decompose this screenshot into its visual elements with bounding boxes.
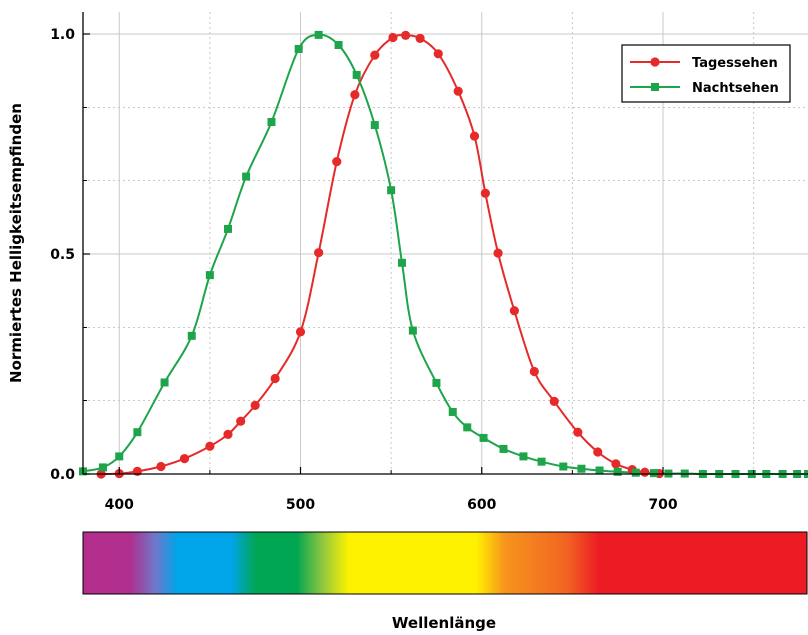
data-point — [352, 70, 361, 79]
y-axis-label: Normiertes Helligkeitsempfinden — [7, 103, 25, 383]
data-point — [529, 366, 539, 377]
data-point — [401, 30, 411, 40]
data-point — [453, 86, 463, 96]
legend: Tagessehen Nachtsehen — [621, 44, 791, 103]
data-point — [519, 452, 528, 461]
data-point — [314, 248, 324, 258]
data-point — [559, 462, 568, 471]
data-point — [448, 407, 457, 416]
data-point — [415, 33, 425, 44]
data-point — [398, 258, 406, 267]
data-point — [179, 454, 190, 464]
y-tick-label: 1.0 — [50, 27, 75, 43]
data-point — [332, 157, 342, 167]
data-point — [223, 429, 233, 439]
data-point — [611, 459, 621, 469]
data-point — [577, 464, 586, 473]
data-point — [267, 118, 276, 126]
data-point — [314, 30, 323, 39]
legend-box — [621, 44, 791, 103]
x-tick-label: 400 — [105, 497, 134, 513]
data-point — [649, 469, 658, 478]
x-axis-label: Wellenlänge — [392, 614, 496, 632]
data-point — [479, 433, 488, 442]
data-point — [509, 306, 519, 316]
data-point — [236, 416, 246, 426]
data-point — [631, 468, 640, 477]
data-point — [370, 50, 380, 60]
data-point — [463, 423, 472, 432]
spectrum-color-bar — [82, 531, 808, 595]
data-point — [334, 41, 343, 49]
data-point — [205, 441, 215, 451]
data-point — [573, 427, 583, 437]
axes — [82, 12, 808, 475]
data-point — [160, 378, 169, 387]
legend-marker-square — [651, 83, 659, 91]
x-tick-labels: 400 500 600 700 — [105, 497, 678, 513]
data-point — [499, 444, 508, 453]
data-point — [294, 44, 303, 53]
series-line-tagessehen — [101, 34, 660, 475]
data-point — [242, 172, 251, 181]
data-point — [187, 331, 196, 340]
data-point — [408, 326, 417, 335]
data-point — [593, 447, 603, 457]
y-tick-label: 0.5 — [50, 247, 75, 263]
legend-entry-nachtsehen: Nachtsehen — [630, 81, 779, 96]
data-point — [595, 466, 604, 475]
data-point — [433, 49, 443, 59]
data-point — [205, 271, 214, 280]
legend-marker-circle — [650, 57, 660, 67]
x-tick-label: 500 — [286, 497, 315, 513]
data-point — [295, 327, 306, 337]
grid-lines — [83, 12, 808, 474]
legend-label: Nachtsehen — [692, 81, 779, 96]
data-point — [370, 121, 379, 130]
data-point — [469, 131, 480, 141]
data-point — [537, 457, 546, 466]
data-point — [98, 463, 107, 472]
series-markers — [79, 30, 808, 479]
data-point — [156, 461, 166, 472]
data-point — [224, 224, 232, 233]
y-tick-label: 0.0 — [50, 467, 75, 483]
data-point — [250, 400, 260, 410]
data-point — [549, 396, 559, 406]
data-point — [133, 428, 142, 437]
data-point — [493, 248, 503, 258]
data-point — [387, 186, 396, 195]
data-point — [480, 188, 490, 198]
data-point — [388, 32, 398, 43]
data-point — [115, 452, 124, 461]
x-tick-label: 600 — [467, 497, 496, 513]
data-point — [640, 467, 650, 477]
data-point — [613, 467, 622, 476]
data-point — [270, 373, 280, 384]
legend-entry-tagessehen: Tagessehen — [630, 56, 778, 71]
x-tick-label: 700 — [648, 497, 677, 513]
legend-label: Tagessehen — [692, 56, 778, 71]
data-point — [350, 90, 360, 100]
data-point — [432, 378, 441, 387]
y-tick-labels: 0.0 0.5 1.0 — [50, 27, 75, 483]
